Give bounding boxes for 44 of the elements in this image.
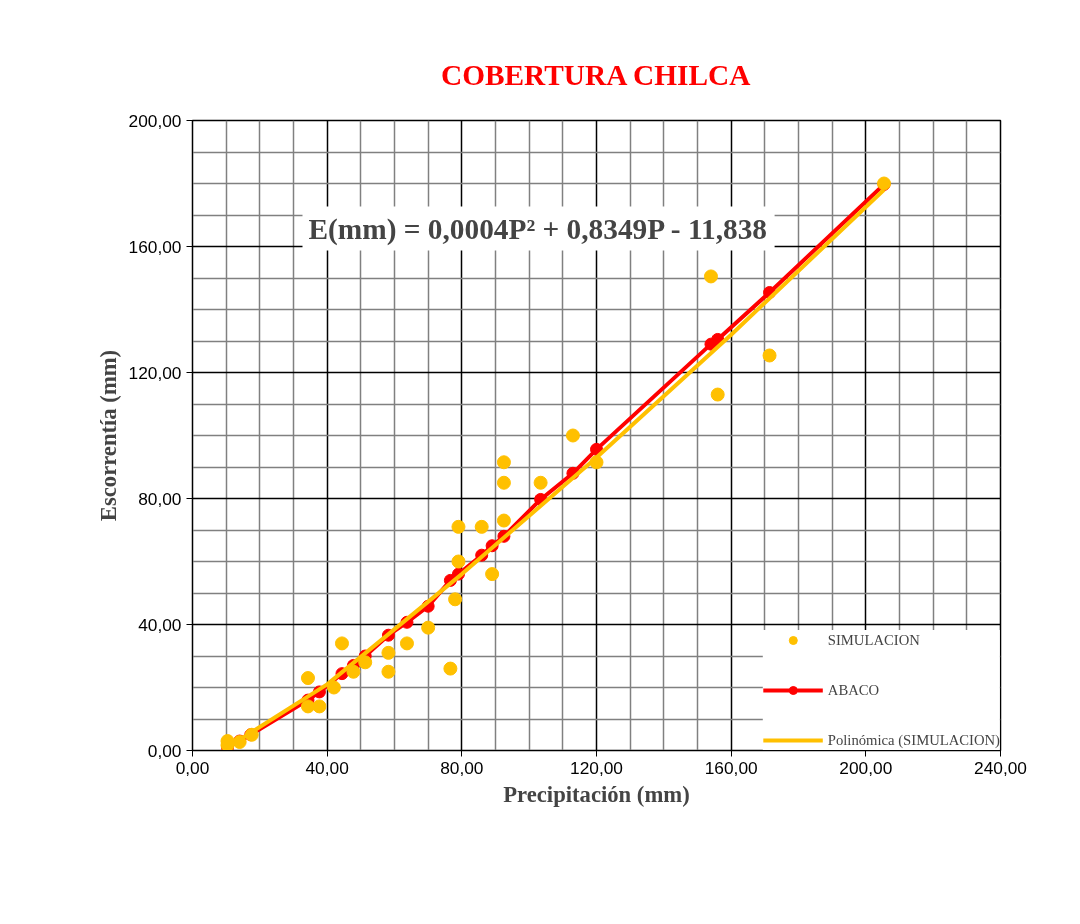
point xyxy=(451,519,466,534)
point xyxy=(496,513,511,528)
annotation: E(mm) = 0,0004P² + 0,8349P - 11,838 xyxy=(308,212,767,246)
point xyxy=(589,455,604,470)
y-axis-title: Escorrentía (mm) xyxy=(95,349,121,522)
point xyxy=(381,664,396,679)
legend-label: SIMULACION xyxy=(827,631,920,649)
y-tick-label: 200,00 xyxy=(128,110,182,131)
point xyxy=(358,655,373,670)
point xyxy=(565,428,580,443)
x-tick-label: 240,00 xyxy=(974,757,1027,778)
legend-label: ABACO xyxy=(827,681,880,699)
point xyxy=(496,475,511,490)
point xyxy=(451,554,466,569)
point xyxy=(421,620,436,635)
point xyxy=(448,592,463,607)
x-tick-label: 160,00 xyxy=(704,757,758,778)
point xyxy=(703,269,718,284)
point xyxy=(762,348,777,363)
point xyxy=(326,680,341,695)
point xyxy=(381,645,396,660)
y-tick-label: 40,00 xyxy=(138,614,182,635)
point xyxy=(474,519,489,534)
point xyxy=(533,475,548,490)
point xyxy=(300,671,315,686)
y-tick-label: 160,00 xyxy=(128,236,182,257)
point xyxy=(399,636,414,651)
x-tick-label: 40,00 xyxy=(305,757,349,778)
point xyxy=(334,636,349,651)
x-tick-label: 120,00 xyxy=(570,757,623,778)
point xyxy=(485,567,500,582)
point xyxy=(443,661,458,676)
x-tick-label: 80,00 xyxy=(440,757,484,778)
x-tick-label: 200,00 xyxy=(839,757,893,778)
point xyxy=(346,664,361,679)
y-tick-label: 80,00 xyxy=(138,488,182,509)
point xyxy=(300,699,315,714)
x-axis-title: Precipitación (mm) xyxy=(503,781,690,807)
point xyxy=(710,387,725,402)
point xyxy=(312,699,327,714)
legend-label: Polinómica (SIMULACION) xyxy=(827,731,1000,749)
y-tick-label: 120,00 xyxy=(128,362,182,383)
point xyxy=(496,455,511,470)
chart-title: COBERTURA CHILCA xyxy=(440,58,751,91)
